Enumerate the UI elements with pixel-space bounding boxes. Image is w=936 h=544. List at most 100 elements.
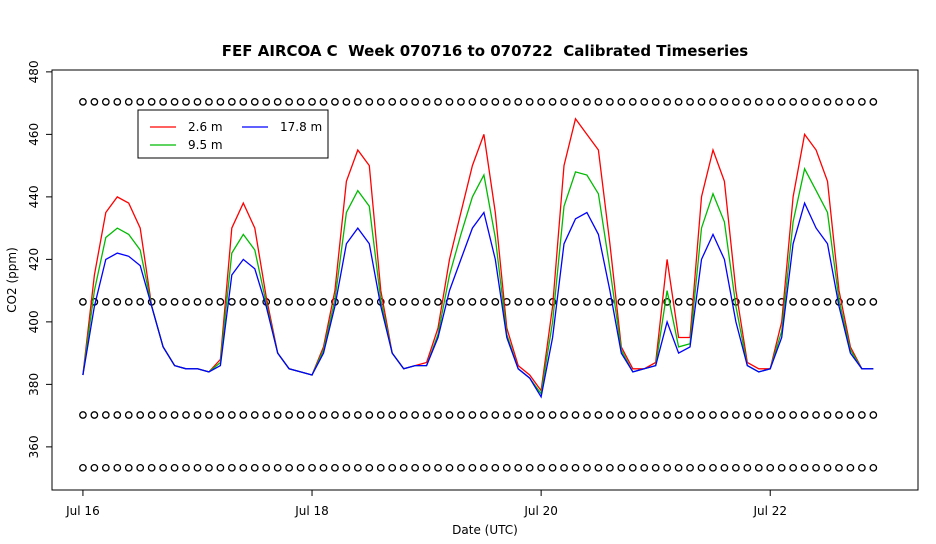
reference-point <box>491 463 500 472</box>
reference-point <box>789 298 797 306</box>
reference-point <box>273 463 282 472</box>
reference-point <box>262 411 271 419</box>
reference-point <box>376 463 385 472</box>
reference-point <box>720 411 729 419</box>
y-tick-label: 480 <box>27 60 41 83</box>
legend-label: 9.5 m <box>188 138 223 152</box>
reference-point <box>640 298 649 306</box>
reference-point <box>583 298 591 306</box>
reference-point <box>720 98 729 106</box>
x-tick-label: Jul 20 <box>523 504 558 518</box>
reference-point <box>674 298 683 306</box>
reference-point <box>628 463 637 472</box>
reference-point <box>525 298 534 306</box>
reference-point <box>182 411 190 419</box>
reference-point <box>101 411 110 419</box>
reference-point <box>617 98 626 106</box>
reference-point <box>732 98 740 106</box>
reference-point <box>835 411 843 419</box>
reference-point <box>502 463 511 472</box>
reference-point <box>273 298 282 306</box>
reference-point <box>606 411 614 419</box>
reference-point <box>571 411 580 419</box>
reference-point <box>617 411 626 419</box>
reference-point <box>273 98 282 106</box>
reference-point <box>399 411 408 419</box>
x-axis-label: Date (UTC) <box>452 523 518 537</box>
reference-point <box>422 298 431 306</box>
y-tick-label: 380 <box>27 373 41 396</box>
reference-point <box>697 298 706 306</box>
reference-point <box>331 98 339 106</box>
reference-point <box>445 463 454 472</box>
reference-point <box>239 463 248 472</box>
reference-point <box>869 98 878 106</box>
reference-point <box>846 298 855 306</box>
reference-point <box>800 411 809 419</box>
reference-point <box>766 98 775 106</box>
reference-point <box>365 463 374 472</box>
reference-point <box>296 98 305 106</box>
reference-point <box>491 298 500 306</box>
reference-point <box>250 463 259 472</box>
reference-point <box>308 463 316 472</box>
reference-point <box>571 298 580 306</box>
reference-point <box>399 98 408 106</box>
reference-point <box>159 298 167 306</box>
reference-point <box>628 298 637 306</box>
reference-point <box>800 298 809 306</box>
legend-box <box>137 109 329 159</box>
reference-point <box>823 411 832 419</box>
reference-point <box>159 411 167 419</box>
reference-point <box>709 298 717 306</box>
reference-point <box>399 298 408 306</box>
reference-point <box>101 463 110 472</box>
reference-point <box>216 411 225 419</box>
reference-point <box>422 98 431 106</box>
series-line <box>82 166 874 396</box>
reference-point <box>674 98 683 106</box>
reference-point <box>285 463 293 472</box>
reference-point <box>147 411 156 419</box>
reference-point <box>594 411 603 419</box>
reference-point <box>79 98 87 106</box>
reference-point <box>491 411 500 419</box>
reference-point <box>319 298 328 306</box>
reference-point <box>823 463 832 472</box>
reference-point <box>216 298 225 306</box>
reference-point <box>331 463 339 472</box>
reference-point <box>250 411 259 419</box>
reference-point <box>789 98 797 106</box>
reference-point <box>846 98 855 106</box>
reference-point <box>525 463 534 472</box>
reference-point <box>136 298 145 306</box>
reference-point <box>113 411 122 419</box>
reference-point <box>514 411 523 419</box>
reference-point <box>227 98 236 106</box>
reference-point <box>101 298 110 306</box>
reference-point <box>560 411 568 419</box>
reference-point <box>457 98 465 106</box>
reference-point <box>777 411 786 419</box>
reference-point <box>353 411 362 419</box>
reference-point <box>480 298 488 306</box>
reference-point <box>869 298 878 306</box>
reference-point <box>296 298 305 306</box>
reference-point <box>663 411 671 419</box>
series-line <box>82 117 874 393</box>
reference-point <box>858 463 866 472</box>
reference-point <box>617 298 626 306</box>
reference-point <box>434 463 442 472</box>
reference-point <box>365 411 374 419</box>
reference-point <box>193 411 202 419</box>
y-axis-label: CO2 (ppm) <box>5 247 19 313</box>
reference-point <box>239 98 248 106</box>
reference-point <box>342 298 351 306</box>
reference-point <box>686 411 694 419</box>
reference-point <box>720 298 729 306</box>
reference-point <box>686 463 694 472</box>
reference-point <box>606 98 614 106</box>
reference-point <box>583 463 591 472</box>
reference-point <box>514 463 523 472</box>
reference-point <box>766 463 775 472</box>
